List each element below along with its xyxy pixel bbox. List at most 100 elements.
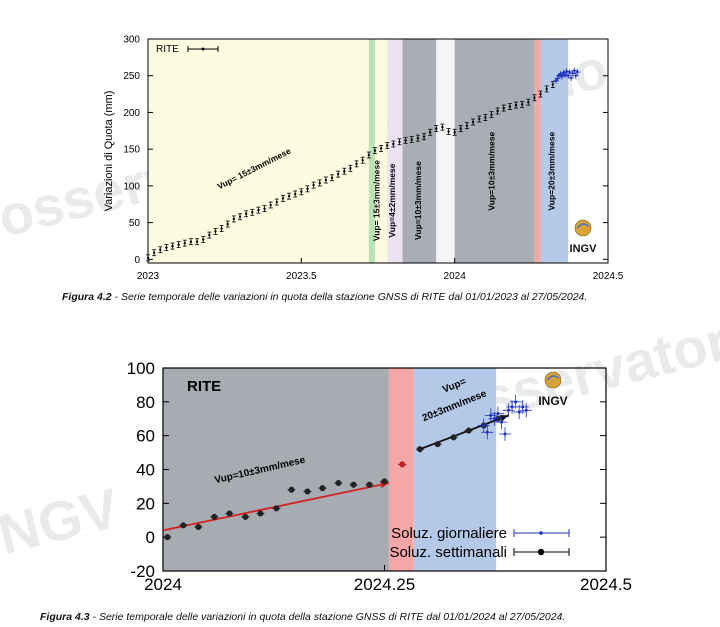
- data-point: [514, 103, 518, 107]
- data-point: [465, 124, 469, 127]
- data-point: [306, 187, 309, 191]
- y-tick-label: 300: [123, 35, 140, 46]
- caption-text: - Serie temporale delle variazioni in qu…: [111, 291, 588, 303]
- y-tick-label: 0: [146, 528, 155, 547]
- data-point: [318, 181, 321, 185]
- x-tick-label: 2024.5: [593, 271, 624, 282]
- weekly-point: [273, 505, 280, 512]
- weekly-point: [195, 524, 202, 531]
- weekly-point: [304, 488, 311, 495]
- data-point: [287, 194, 291, 198]
- data-point: [459, 127, 462, 130]
- y-tick-label: 0: [134, 255, 140, 266]
- y-tick-label: 50: [129, 218, 141, 229]
- ingv-globe-icon: [574, 219, 592, 237]
- period-band: [388, 368, 414, 571]
- station-label: RITE: [187, 378, 221, 395]
- data-point: [570, 76, 573, 80]
- weekly-point: [211, 513, 218, 520]
- y-tick-label: 150: [123, 145, 140, 156]
- ingv-globe-detail: [546, 375, 560, 381]
- weekly-point: [226, 510, 233, 517]
- daily-point: [496, 412, 500, 416]
- period-band: [368, 39, 375, 263]
- data-point: [435, 127, 438, 130]
- velocity-label: Vup=10±3mm/mese: [487, 132, 497, 211]
- y-tick-label: 60: [136, 427, 155, 446]
- legend-label: RITE: [156, 44, 179, 55]
- data-point: [386, 144, 389, 147]
- data-point: [238, 215, 242, 218]
- data-point: [568, 70, 571, 74]
- data-point: [533, 96, 536, 99]
- period-band: [534, 39, 541, 263]
- velocity-label: Vup=10±3mm/mese: [413, 161, 423, 240]
- data-point: [554, 79, 558, 83]
- velocity-label: Vup= 15±3mm/mese: [372, 160, 382, 241]
- y-tick-label: 100: [127, 359, 155, 378]
- daily-point: [499, 420, 503, 424]
- data-point: [312, 183, 315, 187]
- data-point: [508, 105, 512, 108]
- period-band: [163, 368, 389, 571]
- data-point: [251, 211, 254, 214]
- daily-point: [514, 400, 518, 404]
- period-band: [454, 39, 535, 263]
- data-point: [576, 70, 579, 74]
- data-point: [165, 246, 168, 249]
- legend-marker: [537, 548, 545, 556]
- y-tick-label: 20: [136, 494, 155, 513]
- y-tick-label: 80: [136, 393, 155, 412]
- data-point: [202, 238, 205, 241]
- daily-point: [492, 417, 496, 421]
- period-band: [387, 39, 403, 263]
- data-point: [562, 71, 565, 74]
- data-point: [367, 153, 370, 157]
- data-point: [441, 125, 444, 129]
- data-point: [177, 243, 180, 246]
- figure-caption-4-3: Figura 4.3 - Serie temporale delle varia…: [40, 611, 565, 623]
- daily-point: [524, 408, 528, 412]
- data-point: [428, 131, 432, 134]
- x-tick-label: 2023.5: [286, 271, 317, 282]
- caption-label: Figura 4.3: [40, 611, 90, 623]
- data-point: [571, 72, 574, 75]
- y-tick-label: -20: [130, 562, 155, 581]
- data-point: [269, 203, 272, 207]
- ingv-globe-detail: [576, 223, 590, 229]
- data-point: [159, 248, 162, 251]
- data-point: [275, 200, 278, 204]
- data-point: [560, 75, 564, 78]
- legend-label: Soluz. giornaliere: [391, 525, 507, 542]
- data-point: [336, 172, 340, 176]
- ingv-globe-icon: [544, 371, 562, 389]
- data-point: [232, 217, 236, 221]
- data-point: [392, 142, 395, 146]
- data-point: [404, 139, 407, 142]
- weekly-point: [164, 534, 171, 541]
- velocity-label: Vup=20±3mm/mese: [546, 132, 556, 211]
- weekly-point: [416, 446, 423, 453]
- data-point: [146, 256, 150, 260]
- weekly-point: [434, 441, 441, 448]
- data-point: [324, 178, 328, 182]
- weekly-point: [335, 480, 342, 487]
- data-point: [220, 227, 223, 230]
- period-band: [148, 39, 369, 263]
- period-band: [402, 39, 437, 263]
- data-point: [556, 77, 559, 80]
- data-point: [152, 251, 156, 254]
- weekly-point: [350, 481, 357, 488]
- data-point: [447, 130, 450, 133]
- data-point: [226, 222, 229, 226]
- legend-label: Soluz. settimanali: [389, 544, 507, 561]
- y-axis-label: Variazioni di Quota (mm): [103, 91, 115, 212]
- data-point: [183, 241, 186, 245]
- daily-point: [482, 424, 486, 428]
- data-point: [471, 120, 475, 124]
- data-point: [545, 87, 548, 91]
- data-point: [410, 138, 413, 141]
- daily-point: [503, 432, 507, 436]
- data-point: [490, 113, 493, 116]
